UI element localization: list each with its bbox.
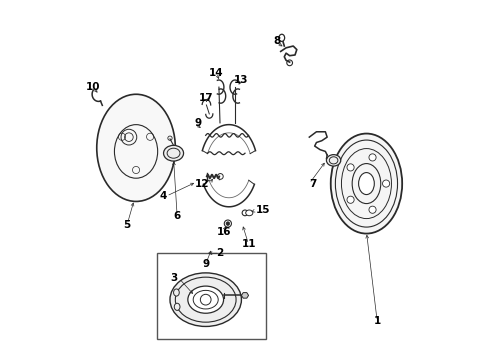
- Ellipse shape: [170, 273, 242, 327]
- Ellipse shape: [326, 155, 341, 166]
- Circle shape: [369, 206, 376, 213]
- Text: 2: 2: [217, 248, 223, 258]
- Circle shape: [226, 222, 230, 225]
- Circle shape: [200, 294, 211, 305]
- Text: 12: 12: [195, 179, 209, 189]
- Circle shape: [347, 164, 354, 171]
- Ellipse shape: [359, 172, 374, 194]
- Circle shape: [347, 196, 354, 203]
- Text: 17: 17: [198, 93, 213, 103]
- Ellipse shape: [245, 210, 253, 216]
- Circle shape: [218, 174, 223, 179]
- Text: 15: 15: [256, 205, 270, 215]
- Circle shape: [224, 220, 231, 227]
- Ellipse shape: [174, 303, 180, 310]
- Text: 4: 4: [159, 191, 167, 201]
- Text: 9: 9: [202, 259, 209, 269]
- Text: 16: 16: [216, 227, 231, 237]
- Circle shape: [287, 60, 293, 66]
- Text: 13: 13: [234, 75, 249, 85]
- Circle shape: [369, 154, 376, 161]
- Ellipse shape: [331, 134, 402, 234]
- Ellipse shape: [279, 34, 285, 41]
- Text: 11: 11: [241, 239, 256, 249]
- Ellipse shape: [173, 289, 179, 296]
- Text: 6: 6: [173, 211, 181, 221]
- Ellipse shape: [188, 286, 223, 313]
- Text: 14: 14: [209, 68, 224, 78]
- Circle shape: [383, 180, 390, 187]
- Text: 8: 8: [273, 36, 281, 46]
- Text: 3: 3: [170, 273, 177, 283]
- Text: 7: 7: [309, 179, 317, 189]
- Text: 10: 10: [86, 82, 100, 92]
- Polygon shape: [242, 293, 248, 298]
- Text: 5: 5: [123, 220, 131, 230]
- Ellipse shape: [97, 94, 175, 202]
- Text: 9: 9: [195, 118, 202, 128]
- Bar: [157, 253, 267, 339]
- Circle shape: [242, 210, 248, 216]
- Ellipse shape: [164, 145, 184, 161]
- Text: 1: 1: [373, 316, 381, 326]
